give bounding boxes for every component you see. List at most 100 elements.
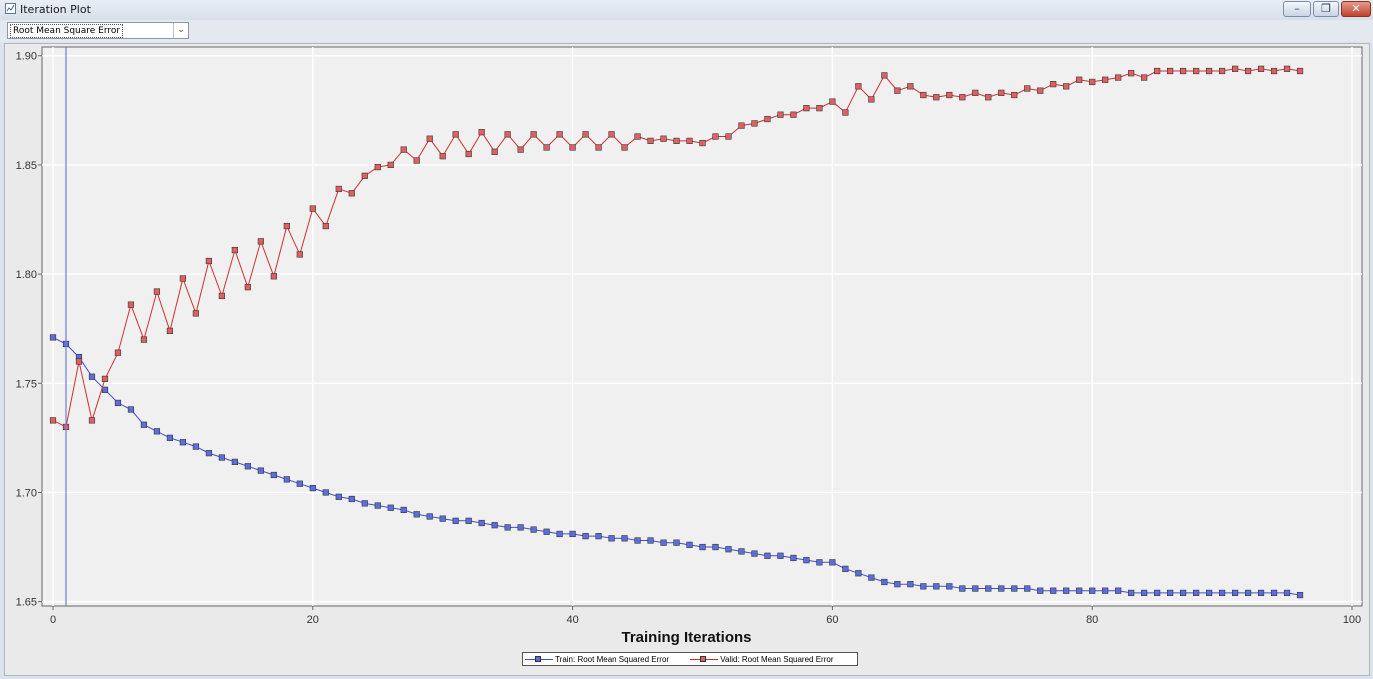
data-point-valid: [1219, 67, 1226, 75]
data-point-valid: [907, 83, 914, 90]
data-point-valid: [452, 131, 459, 138]
data-point-valid: [842, 109, 849, 116]
data-point-train: [686, 541, 693, 548]
data-point-train: [361, 500, 368, 507]
data-point-valid: [1115, 74, 1122, 81]
data-point-train: [1089, 587, 1096, 594]
data-point-valid: [257, 238, 264, 245]
data-point-valid: [1141, 74, 1148, 81]
data-point-train: [348, 495, 355, 503]
data-point-valid: [1089, 78, 1096, 86]
data-point-valid: [1180, 67, 1187, 75]
data-point-train: [101, 386, 109, 393]
data-point-train: [1193, 589, 1200, 596]
data-point-valid: [634, 133, 641, 140]
data-point-valid: [517, 146, 524, 153]
data-point-train: [270, 471, 277, 479]
data-point-train: [166, 434, 174, 441]
data-point-valid: [296, 251, 303, 258]
data-point-train: [1024, 585, 1031, 592]
data-point-valid: [1257, 65, 1265, 72]
data-point-valid: [101, 375, 109, 383]
data-point-valid: [816, 105, 823, 112]
data-point-train: [790, 554, 797, 562]
x-tick-label: 0: [50, 614, 56, 626]
data-point-valid: [959, 94, 966, 101]
data-point-valid: [322, 222, 329, 230]
data-point-train: [1244, 589, 1252, 596]
data-point-valid: [426, 135, 433, 142]
data-point-train: [205, 450, 212, 457]
data-point-train: [1141, 589, 1148, 596]
data-point-train: [335, 493, 342, 500]
data-point-train: [816, 559, 823, 566]
data-point-valid: [1050, 81, 1057, 88]
data-point-train: [1283, 589, 1291, 596]
data-point-valid: [1193, 67, 1200, 75]
data-point-train: [868, 574, 875, 581]
data-point-valid: [1102, 76, 1109, 83]
data-point-valid: [803, 105, 810, 112]
data-point-valid: [764, 115, 771, 123]
data-point-train: [1102, 587, 1109, 594]
data-point-train: [738, 548, 745, 555]
x-tick-label: 100: [1343, 614, 1361, 626]
data-point-train: [1296, 591, 1304, 599]
data-point-train: [478, 519, 485, 527]
data-point-train: [998, 585, 1005, 592]
data-point-train: [1076, 587, 1083, 594]
data-point-valid: [1154, 67, 1161, 75]
data-point-valid: [946, 91, 953, 99]
data-point-train: [881, 578, 888, 586]
minimize-button[interactable]: –: [1283, 1, 1311, 17]
data-point-train: [725, 546, 732, 553]
data-point-valid: [920, 91, 927, 99]
x-tick-label: 60: [826, 614, 838, 626]
data-point-valid: [140, 336, 148, 343]
restore-button[interactable]: ❐: [1313, 1, 1339, 17]
data-point-train: [1180, 589, 1187, 596]
data-point-train: [608, 535, 615, 542]
data-point-train: [556, 530, 563, 538]
data-point-valid: [127, 301, 135, 308]
data-point-train: [764, 552, 771, 559]
data-point-train: [933, 583, 940, 590]
close-button[interactable]: ✕: [1341, 1, 1371, 17]
data-point-valid: [1296, 67, 1304, 75]
data-point-valid: [777, 111, 784, 118]
data-point-valid: [374, 163, 381, 171]
data-point-train: [530, 526, 537, 533]
data-point-valid: [868, 96, 875, 103]
data-point-train: [582, 533, 589, 540]
data-point-train: [1063, 587, 1070, 594]
data-point-train: [803, 557, 810, 564]
data-point-valid: [686, 137, 693, 144]
data-point-valid: [998, 89, 1005, 96]
data-point-train: [907, 581, 914, 588]
statistic-select[interactable]: Root Mean Square Error ⌄: [7, 22, 189, 39]
x-tick-label: 40: [566, 614, 578, 626]
data-point-valid: [582, 131, 589, 138]
data-point-train: [1257, 589, 1265, 596]
data-point-valid: [439, 153, 446, 160]
data-point-train: [1115, 587, 1122, 594]
data-point-train: [153, 428, 161, 435]
data-point-train: [621, 535, 628, 542]
data-point-train: [894, 581, 901, 588]
data-point-train: [1128, 589, 1135, 596]
legend-swatch-train: [525, 654, 553, 665]
chart-legend: Train: Root Mean Squared Error Valid: Ro…: [522, 652, 858, 666]
data-point-valid: [985, 94, 992, 101]
data-point-valid: [712, 133, 719, 140]
chevron-down-icon[interactable]: ⌄: [173, 23, 188, 38]
data-point-train: [257, 467, 264, 474]
data-point-train: [1050, 587, 1057, 594]
data-point-valid: [1167, 67, 1174, 75]
data-point-train: [413, 511, 420, 518]
data-point-train: [842, 565, 849, 572]
data-point-valid: [1206, 67, 1213, 75]
data-point-train: [504, 524, 511, 531]
data-point-valid: [647, 137, 654, 144]
legend-swatch-valid: [690, 654, 718, 665]
data-point-train: [1219, 589, 1226, 596]
